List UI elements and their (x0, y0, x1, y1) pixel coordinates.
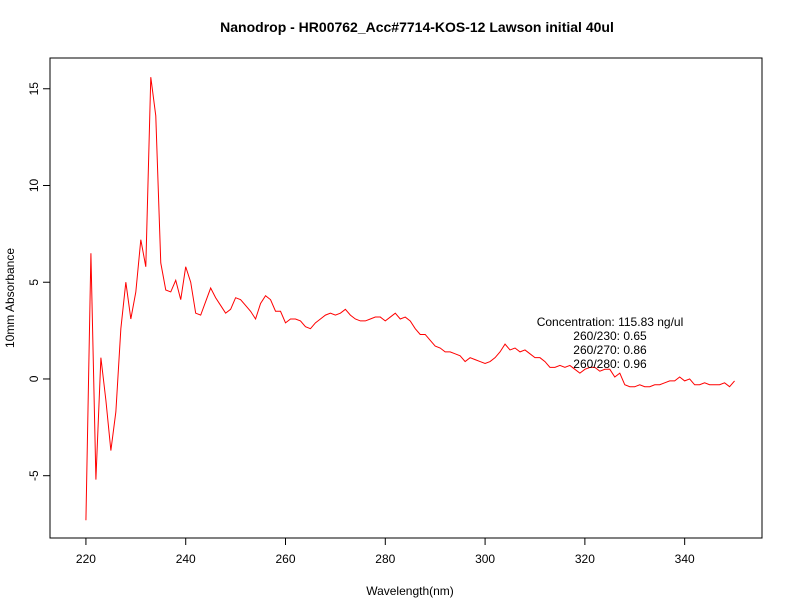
data-line (85, 77, 735, 521)
x-tick-label: 220 (76, 552, 96, 566)
chart-title: Nanodrop - HR00762_Acc#7714-KOS-12 Lawso… (220, 19, 614, 35)
annotation: 260/230: 0.65 (573, 329, 647, 343)
y-tick-label: 10 (27, 179, 41, 193)
x-axis-label: Wavelength(nm) (366, 584, 454, 598)
y-tick-label: 0 (27, 375, 41, 382)
y-tick-label: 15 (27, 82, 41, 96)
annotation: 260/280: 0.96 (573, 357, 647, 371)
annotation: Concentration: 115.83 ng/ul (537, 315, 684, 329)
plot-box (49, 57, 763, 539)
x-tick-label: 300 (475, 552, 495, 566)
y-tick-label: 5 (27, 279, 41, 286)
y-tick-label: -5 (27, 470, 41, 481)
x-tick-label: 320 (575, 552, 595, 566)
x-tick-label: 260 (275, 552, 295, 566)
x-tick-label: 280 (375, 552, 395, 566)
x-tick-label: 240 (176, 552, 196, 566)
annotation: 260/270: 0.86 (573, 343, 647, 357)
y-axis-label: 10mm Absorbance (3, 248, 17, 348)
x-tick-label: 340 (675, 552, 695, 566)
